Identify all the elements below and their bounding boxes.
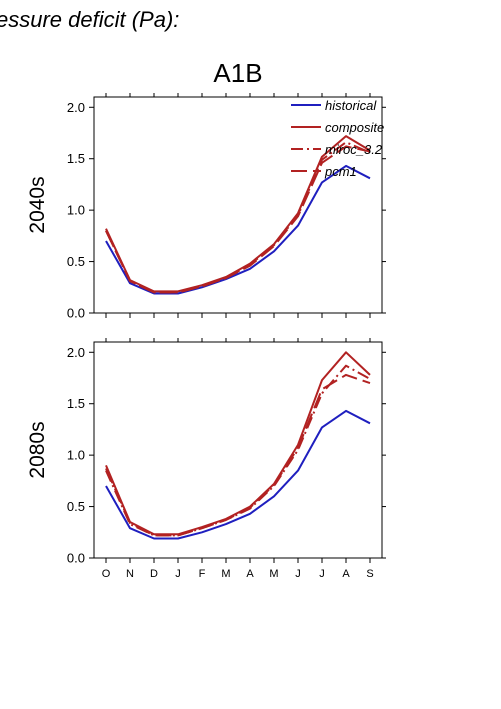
month-label: A (342, 568, 350, 580)
y-tick-label: 0.5 (67, 499, 85, 514)
plot-frame (93, 96, 383, 314)
y-tick-label: 0.0 (67, 306, 85, 321)
y-tick-label: 1.5 (67, 151, 85, 166)
month-label: N (126, 568, 134, 580)
y-tick-label: 0.5 (67, 254, 85, 269)
series-line-historical (105, 164, 371, 295)
month-label: J (175, 568, 181, 580)
panel-2040s: 2040s 0.0 0.5 1.0 1.5 2.0 historical composite m… (26, 93, 386, 321)
panels: 2040s 0.0 0.5 1.0 1.5 2.0 historical composite m… (26, 93, 386, 580)
legend: historical composite miroc_3.2 pcm1 (291, 98, 384, 179)
y-tick-label: 2.0 (67, 100, 85, 115)
month-label: M (221, 568, 230, 580)
month-label: J (295, 568, 301, 580)
panel-2080s: 2080s 0.0 0.5 1.0 1.5 2.0 O N D J F M A M J J A S (26, 338, 386, 580)
month-label: M (269, 568, 278, 580)
y-tick-label: 0.0 (67, 551, 85, 566)
figure-title-fragment: essure deficit (Pa): (0, 7, 179, 32)
series-line-pcm1 (105, 145, 371, 294)
series-line-composite (105, 135, 371, 293)
series-line-miroc-3-2 (105, 364, 371, 537)
month-label: F (199, 568, 206, 580)
legend-label: pcm1 (324, 164, 357, 179)
y-tick-label: 1.5 (67, 396, 85, 411)
series-line-composite (105, 351, 371, 536)
plot-frame (93, 341, 383, 559)
month-label: D (150, 568, 158, 580)
series-line-historical (105, 409, 371, 540)
series-line-pcm1 (105, 373, 371, 537)
row-label: 2040s (26, 176, 49, 233)
month-label: J (319, 568, 325, 580)
legend-label: historical (325, 98, 377, 113)
month-label: O (102, 568, 111, 580)
y-tick-label: 1.0 (67, 203, 85, 218)
scenario-label: A1B (213, 58, 262, 88)
month-label: A (246, 568, 254, 580)
row-label: 2080s (26, 421, 49, 478)
y-tick-label: 2.0 (67, 345, 85, 360)
month-label: S (366, 568, 373, 580)
y-tick-label: 1.0 (67, 448, 85, 463)
legend-label: miroc_3.2 (325, 142, 383, 157)
legend-label: composite (325, 120, 384, 135)
